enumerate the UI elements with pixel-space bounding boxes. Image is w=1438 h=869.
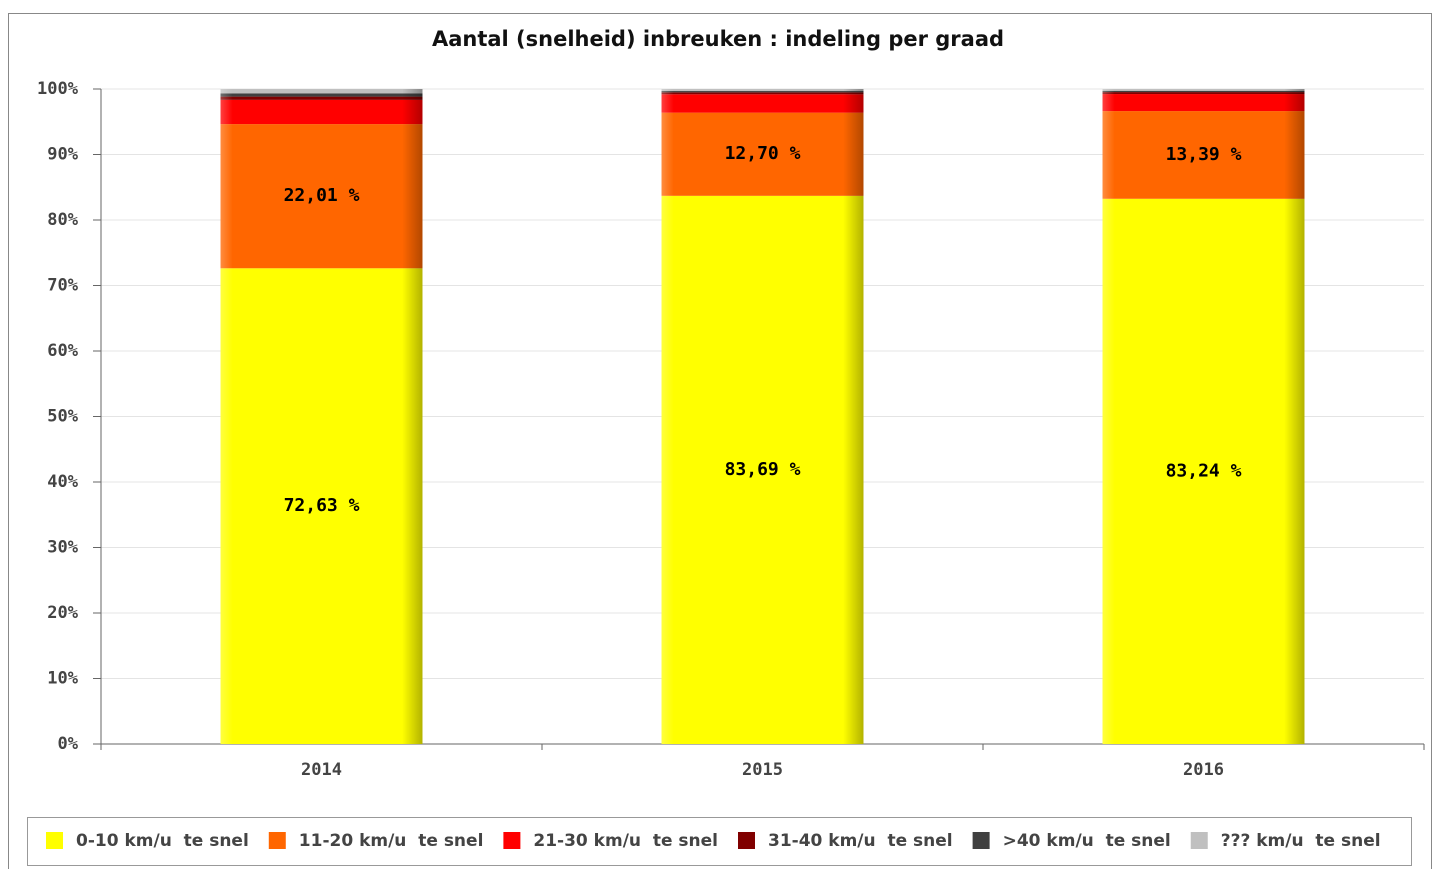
y-tick-label: 30%	[47, 538, 78, 558]
legend-swatch	[503, 832, 521, 849]
legend-label: 0-10 km/u te snel	[76, 831, 249, 851]
y-tick-label: 60%	[47, 341, 78, 361]
chart-title: Aantal (snelheid) inbreuken : indeling p…	[432, 27, 1004, 51]
y-tick-label: 100%	[37, 79, 79, 99]
value-label: 13,39 %	[1166, 144, 1242, 165]
legend-swatch	[738, 832, 755, 849]
bar-shading	[661, 89, 864, 744]
value-label: 83,24 %	[1166, 460, 1242, 481]
y-tick-label: 90%	[47, 145, 78, 165]
legend-label: >40 km/u te snel	[1003, 831, 1171, 851]
x-tick-label: 2016	[1183, 760, 1224, 780]
y-tick-label: 80%	[47, 210, 78, 230]
legend-label: 31-40 km/u te snel	[768, 831, 953, 851]
legend-swatch	[972, 832, 990, 849]
bar-shading	[220, 89, 423, 744]
legend-label: ??? km/u te snel	[1221, 831, 1381, 851]
legend-swatch	[1190, 832, 1208, 849]
value-label: 22,01 %	[284, 185, 360, 206]
x-tick-label: 2014	[301, 760, 342, 780]
value-label: 72,63 %	[284, 495, 360, 516]
y-tick-label: 20%	[47, 603, 78, 623]
legend-swatch	[268, 832, 286, 849]
value-label: 12,70 %	[725, 143, 801, 164]
y-tick-label: 40%	[47, 472, 78, 492]
bar-shading	[1102, 89, 1305, 744]
x-tick-label: 2015	[742, 760, 783, 780]
y-tick-label: 70%	[47, 276, 78, 296]
value-label: 83,69 %	[725, 459, 801, 480]
y-tick-label: 0%	[58, 734, 79, 754]
y-tick-label: 10%	[47, 669, 78, 689]
legend-label: 21-30 km/u te snel	[533, 831, 718, 851]
legend-label: 11-20 km/u te snel	[299, 831, 484, 851]
legend-swatch	[46, 832, 63, 849]
legend-box	[27, 817, 1412, 866]
y-tick-label: 50%	[47, 407, 78, 427]
